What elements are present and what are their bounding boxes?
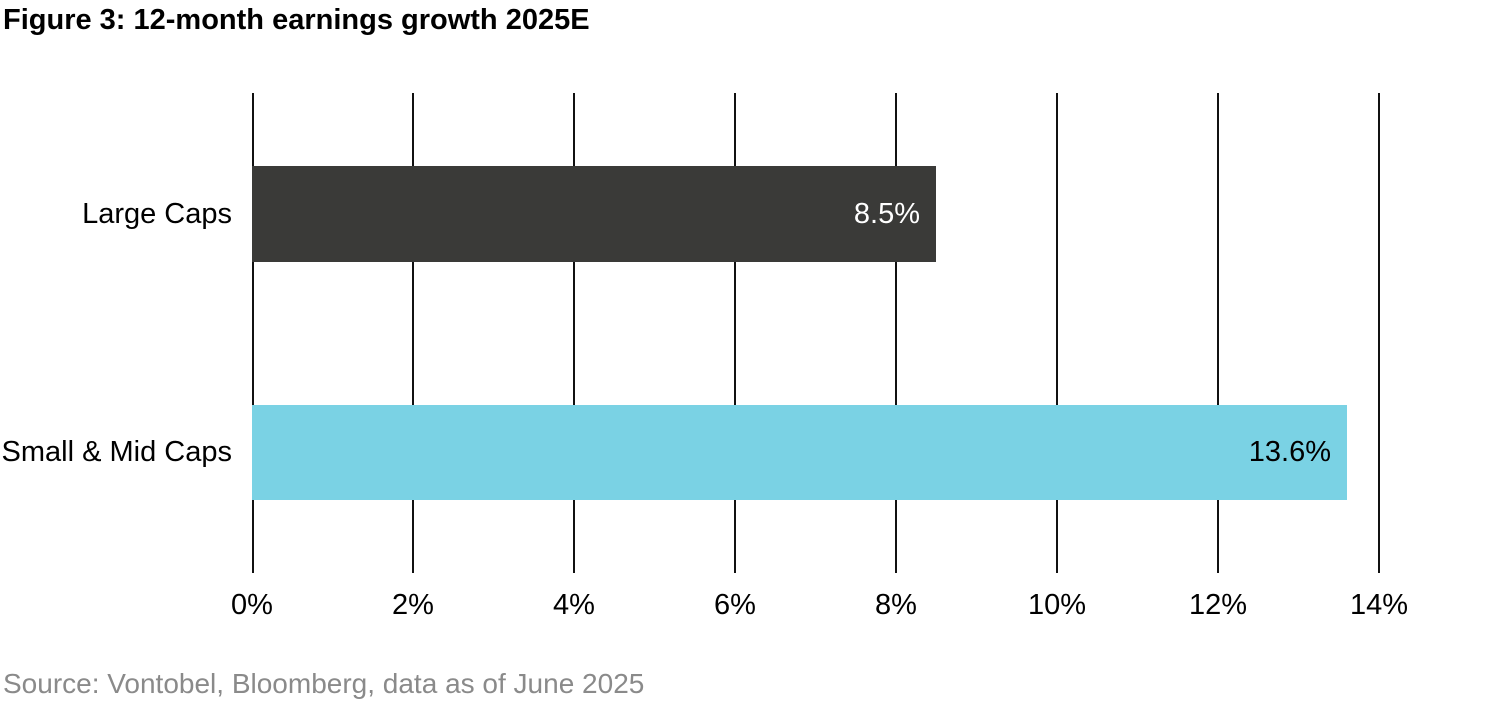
figure-title: Figure 3: 12-month earnings growth 2025E: [3, 4, 590, 36]
bar-value-label-large-caps: 8.5%: [853, 197, 920, 230]
bar-small-mid-caps: 13.6%: [252, 405, 1347, 500]
gridline-0: [252, 93, 254, 573]
gridline-10: [1056, 93, 1058, 573]
x-tick-label-10: 10%: [1027, 589, 1087, 621]
plot-area: 8.5% 13.6%: [252, 93, 1380, 573]
x-tick-label-0: 0%: [231, 589, 273, 621]
source-note: Source: Vontobel, Bloomberg, data as of …: [3, 668, 645, 699]
gridline-8: [895, 93, 897, 573]
x-tick-label-14: 14%: [1349, 589, 1409, 621]
x-axis: 0% 2% 4% 6% 8% 10% 12% 14%: [231, 589, 1408, 625]
bar-large-caps: 8.5%: [252, 166, 936, 262]
x-tick-label-6: 6%: [714, 589, 756, 621]
gridline-6: [734, 93, 736, 573]
gridline-2: [412, 93, 414, 573]
bar-value-label-small-mid-caps: 13.6%: [1248, 436, 1331, 468]
x-tick-label-4: 4%: [553, 589, 595, 621]
gridline-14: [1378, 93, 1380, 573]
category-label-large-caps: Large Caps: [82, 197, 232, 230]
x-tick-label-12: 12%: [1188, 589, 1248, 621]
category-label-small-mid-caps: Small & Mid Caps: [1, 436, 232, 468]
x-tick-label-8: 8%: [875, 589, 917, 621]
gridline-4: [573, 93, 575, 573]
x-tick-label-2: 2%: [392, 589, 434, 621]
gridline-12: [1217, 93, 1219, 573]
